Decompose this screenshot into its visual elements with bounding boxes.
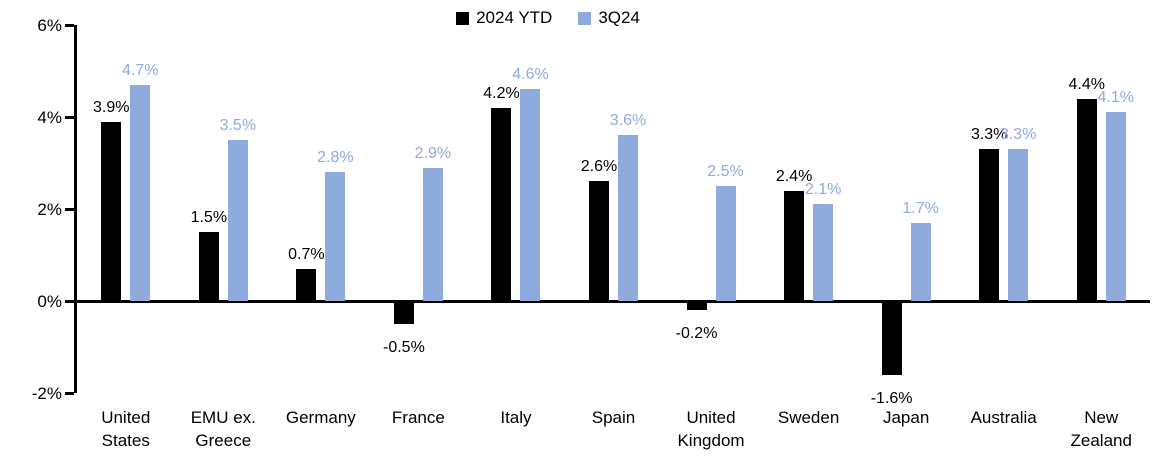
bar-3q24 — [618, 135, 638, 301]
value-label: 4.2% — [483, 84, 520, 102]
value-label: -0.2% — [675, 325, 718, 343]
y-axis-tick — [65, 207, 74, 211]
value-label: 3.6% — [609, 112, 647, 130]
category-label: United Kingdom — [662, 407, 760, 453]
category-label: Australia — [955, 407, 1053, 430]
bar-3q24 — [130, 84, 151, 301]
category-label-line: EMU ex. — [190, 408, 256, 427]
value-label: 2.8% — [317, 149, 354, 167]
category-label: EMU ex. Greece — [175, 407, 273, 453]
category-label-line: Australia — [970, 408, 1037, 427]
bar-3q24 — [1105, 112, 1126, 301]
legend-label: 3Q24 — [598, 8, 640, 27]
y-axis-tick — [65, 299, 74, 303]
value-label: -0.5% — [383, 339, 425, 356]
value-label: 2.5% — [707, 163, 744, 180]
value-label: -1.6% — [870, 389, 913, 407]
y-tick-label: -2% — [31, 384, 62, 403]
value-label: 4.1% — [1097, 89, 1134, 107]
value-label: 2.9% — [414, 144, 452, 162]
category-label: New Zealand — [1052, 407, 1150, 453]
value-label: 2.1% — [804, 181, 842, 199]
category-label: Spain — [565, 407, 663, 430]
x-axis-line — [74, 299, 1150, 303]
value-label: 3.3% — [970, 126, 1008, 144]
bar-3q24 — [422, 167, 443, 301]
value-label: 4.6% — [512, 66, 549, 84]
bar-3q24 — [325, 172, 346, 301]
bar-3q24 — [715, 186, 736, 301]
category-label: Sweden — [760, 407, 858, 430]
category-label-line: Kingdom — [677, 430, 745, 450]
value-label: 2.4% — [775, 167, 813, 185]
value-label: 3.9% — [93, 98, 130, 116]
bar-2024-ytd — [979, 149, 1000, 301]
bar-2024-ytd — [491, 107, 512, 301]
legend-item-3q24: 3Q24 — [578, 8, 640, 28]
legend-item-2024-ytd: 2024 YTD — [456, 8, 552, 28]
y-axis-tick — [65, 391, 74, 395]
y-tick-label: 2% — [37, 200, 62, 219]
value-label: 0.7% — [288, 245, 325, 263]
value-label: 1.5% — [190, 209, 228, 226]
category-label-line: Germany — [285, 408, 356, 427]
category-label: Germany — [272, 407, 370, 430]
category-label-line: Sweden — [777, 408, 840, 427]
value-label: 3.5% — [219, 117, 257, 134]
bar-2024-ytd — [784, 190, 805, 301]
category-label: Japan — [857, 407, 955, 430]
value-label: 1.7% — [902, 199, 939, 217]
category-label-line: Italy — [500, 408, 532, 427]
category-label-line: New — [1084, 408, 1119, 427]
y-tick-label: 0% — [37, 292, 62, 311]
bar-3q24 — [813, 204, 834, 301]
legend-swatch-icon — [578, 11, 592, 25]
category-label-line: Japan — [882, 408, 930, 427]
bar-2024-ytd — [393, 301, 414, 324]
bar-3q24 — [1008, 149, 1029, 301]
category-label: France — [370, 407, 468, 430]
bar-2024-ytd — [101, 121, 122, 301]
bar-2024-ytd — [1076, 98, 1097, 301]
y-axis-tick — [65, 23, 74, 27]
bar-3q24 — [910, 222, 931, 301]
chart-legend: 2024 YTD 3Q24 — [0, 8, 1124, 28]
y-tick-label: 6% — [37, 16, 62, 35]
bar-2024-ytd — [296, 268, 317, 301]
value-label: 4.4% — [1068, 75, 1105, 93]
bar-2024-ytd — [589, 181, 609, 301]
category-label-line: States — [101, 430, 150, 450]
legend-label: 2024 YTD — [476, 8, 553, 27]
value-label: 2.6% — [580, 158, 618, 176]
bar-2024-ytd — [686, 301, 707, 311]
bar-3q24 — [520, 89, 541, 301]
y-tick-label: 4% — [37, 108, 62, 127]
value-label: 3.3% — [999, 126, 1037, 144]
value-label: 4.7% — [122, 61, 159, 79]
category-label-line: United — [101, 408, 151, 427]
category-label: United States — [77, 407, 175, 453]
category-label: Italy — [467, 407, 565, 430]
y-axis-tick — [65, 115, 74, 119]
y-axis-line — [74, 25, 77, 393]
legend-swatch-icon — [456, 11, 470, 25]
category-label-line: Greece — [195, 430, 252, 450]
bar-2024-ytd — [198, 232, 219, 301]
category-label-line: United — [686, 408, 736, 427]
category-label-line: Spain — [591, 408, 636, 427]
category-label-line: Zealand — [1070, 430, 1132, 450]
bar-3q24 — [227, 140, 248, 301]
category-label-line: France — [391, 408, 445, 427]
bar-2024-ytd — [881, 301, 902, 375]
